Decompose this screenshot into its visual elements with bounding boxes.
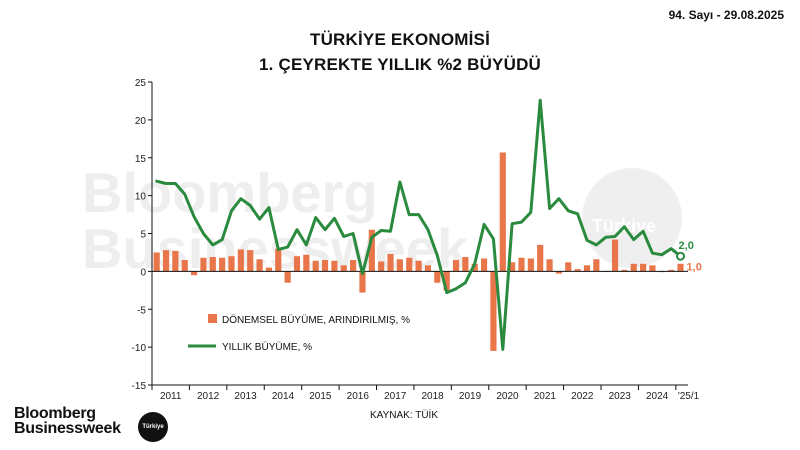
- legend-bar-label: DÖNEMSEL BÜYÜME, ARINDIRILMIŞ, %: [222, 314, 410, 326]
- bar-quarterly-growth: [424, 265, 432, 272]
- annotation-annual-last: 2,0: [679, 240, 694, 252]
- x-tick-label: 2016: [347, 391, 370, 402]
- y-tick-label: -5: [137, 305, 146, 316]
- chart-title-line2: 1. ÇEYREKTE YILLIK %2 BÜYÜDÜ: [258, 55, 542, 74]
- bar-quarterly-growth: [219, 257, 226, 272]
- bar-quarterly-growth: [303, 254, 310, 272]
- annotation-quarterly-last: 1,0: [687, 261, 702, 273]
- x-tick-label: 2018: [422, 391, 445, 402]
- bar-quarterly-growth: [443, 271, 450, 291]
- bar-quarterly-growth: [677, 263, 684, 272]
- x-tick-label: 2013: [234, 391, 257, 402]
- bar-quarterly-growth: [200, 257, 207, 272]
- bar-quarterly-growth: [649, 265, 656, 272]
- bar-quarterly-growth: [312, 260, 319, 272]
- bar-quarterly-growth: [434, 271, 441, 283]
- x-tick-label: 2012: [197, 391, 220, 402]
- bar-quarterly-growth: [490, 271, 497, 351]
- x-tick-label: 2022: [571, 391, 594, 402]
- bar-quarterly-growth: [640, 263, 647, 272]
- line-last-point: [676, 251, 686, 261]
- bar-quarterly-growth: [181, 260, 188, 272]
- bar-quarterly-growth: [555, 271, 562, 274]
- watermark-badge-circle: [582, 168, 682, 268]
- bar-quarterly-growth: [546, 259, 553, 272]
- legend-line-label: YILLIK BÜYÜME, %: [222, 341, 312, 353]
- x-tick-label: 2017: [384, 391, 407, 402]
- bar-quarterly-growth: [462, 256, 469, 272]
- bar-quarterly-growth: [321, 260, 329, 272]
- bar-quarterly-growth: [452, 260, 460, 272]
- bar-quarterly-growth: [331, 260, 338, 272]
- legend-bar-swatch: [208, 314, 217, 323]
- bar-quarterly-growth: [480, 258, 488, 272]
- bar-quarterly-growth: [574, 269, 581, 272]
- issue-label: 94. Sayı - 29.08.2025: [668, 8, 784, 22]
- x-tick-label: '25/1: [678, 391, 700, 402]
- bar-quarterly-growth: [275, 248, 282, 272]
- brand-badge: Türkiye: [138, 412, 168, 442]
- bar-quarterly-growth: [471, 263, 478, 272]
- bar-quarterly-growth: [368, 229, 375, 272]
- bar-quarterly-growth: [209, 256, 216, 272]
- brand-badge-text: Türkiye: [142, 424, 164, 430]
- y-tick-label: 20: [135, 116, 147, 127]
- line-annual-growth: [155, 98, 682, 351]
- bar-quarterly-growth: [583, 265, 591, 272]
- bar-quarterly-growth: [265, 267, 273, 272]
- bar-quarterly-growth: [509, 262, 516, 272]
- x-tick-label: 2011: [160, 391, 182, 402]
- bar-quarterly-growth: [621, 269, 628, 272]
- chart-title-line1: TÜRKİYE EKONOMİSİ: [309, 30, 491, 49]
- bar-quarterly-growth: [256, 259, 263, 272]
- bar-quarterly-growth: [415, 260, 422, 272]
- brand-logo: Bloomberg Businessweek: [14, 405, 121, 437]
- x-tick-label: 2014: [272, 391, 295, 402]
- y-tick-label: 10: [135, 192, 147, 203]
- bar-quarterly-growth: [284, 271, 291, 283]
- bar-quarterly-growth: [396, 259, 403, 272]
- x-tick-label: 2023: [609, 391, 632, 402]
- bar-quarterly-growth: [499, 152, 506, 272]
- y-tick-label: -15: [132, 381, 147, 392]
- bar-quarterly-growth: [527, 258, 534, 272]
- x-tick-label: 2020: [496, 391, 519, 402]
- bar-quarterly-growth: [247, 250, 254, 272]
- y-tick-label: 15: [135, 154, 147, 165]
- bar-quarterly-growth: [593, 259, 600, 272]
- bar-quarterly-growth: [228, 256, 235, 272]
- bar-quarterly-growth: [359, 271, 366, 293]
- bar-quarterly-growth: [162, 250, 170, 272]
- bar-quarterly-growth: [537, 244, 544, 272]
- bar-quarterly-growth: [668, 269, 675, 272]
- x-tick-label: 2024: [646, 391, 669, 402]
- bar-quarterly-growth: [611, 239, 619, 272]
- bar-quarterly-growth: [237, 249, 244, 272]
- x-tick-label: 2015: [309, 391, 332, 402]
- x-tick-label: 2019: [459, 391, 482, 402]
- bar-quarterly-growth: [153, 252, 160, 272]
- bar-quarterly-growth: [191, 271, 198, 276]
- bar-quarterly-growth: [565, 262, 572, 272]
- bar-quarterly-growth: [293, 256, 301, 272]
- bar-quarterly-growth: [378, 261, 385, 272]
- y-tick-label: 5: [140, 230, 146, 241]
- bar-quarterly-growth: [172, 250, 179, 272]
- bar-quarterly-growth: [630, 263, 637, 272]
- source-label: KAYNAK: TÜİK: [370, 408, 438, 421]
- bar-quarterly-growth: [350, 260, 357, 272]
- x-tick-label: 2021: [534, 391, 557, 402]
- bar-quarterly-growth: [340, 265, 347, 272]
- y-tick-label: 25: [135, 78, 147, 89]
- bar-quarterly-growth: [406, 257, 413, 272]
- y-tick-label: -10: [132, 343, 147, 354]
- bar-quarterly-growth: [518, 257, 525, 272]
- y-tick-label: 0: [140, 267, 146, 278]
- brand-logo-line2: Businessweek: [14, 420, 121, 437]
- bar-quarterly-growth: [387, 253, 394, 272]
- brand-logo-line1: Bloomberg: [14, 405, 96, 422]
